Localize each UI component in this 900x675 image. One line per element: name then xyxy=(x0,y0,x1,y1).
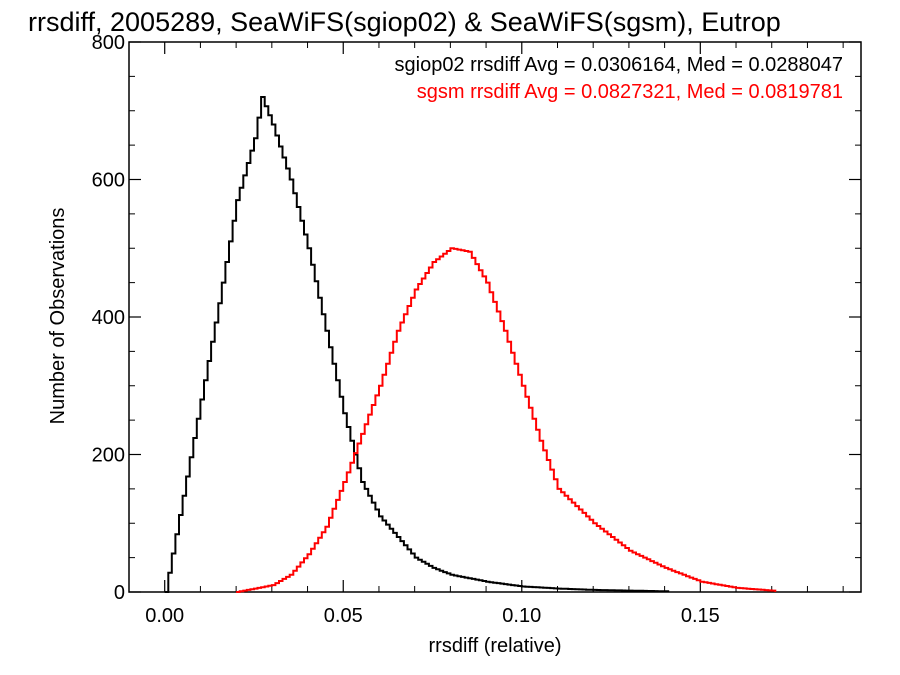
series-layer xyxy=(164,96,777,593)
chart-title: rrsdiff, 2005289, SeaWiFS(sgiop02) & Sea… xyxy=(28,7,781,37)
plot-frame xyxy=(128,41,862,593)
x-tick-label: 0.05 xyxy=(324,605,363,627)
y-tick-label: 0 xyxy=(114,582,125,604)
y-axis-label: Number of Observations xyxy=(47,208,69,425)
y-tick-label: 600 xyxy=(92,170,125,192)
x-axis-label: rrsdiff (relative) xyxy=(429,635,562,657)
x-tick-label: 0.10 xyxy=(502,605,541,627)
y-axis: 0 200 400 600 800 xyxy=(92,32,861,604)
y-tick-label: 800 xyxy=(92,32,125,54)
annotation-sgiop02-stats: sgiop02 rrsdiff Avg = 0.0306164, Med = 0… xyxy=(395,54,844,76)
x-tick-label: 0.15 xyxy=(681,605,720,627)
plot-border xyxy=(128,41,862,593)
series-sgsm xyxy=(236,247,777,593)
x-tick-label: 0.00 xyxy=(145,605,184,627)
annotation-sgsm-stats: sgsm rrsdiff Avg = 0.0827321, Med = 0.08… xyxy=(417,81,843,103)
y-tick-label: 200 xyxy=(92,445,125,467)
y-tick-label: 400 xyxy=(92,307,125,329)
series-line-sgiop02 xyxy=(164,96,670,593)
series-line-sgsm xyxy=(236,247,777,593)
series-sgiop02 xyxy=(164,96,670,593)
x-axis: 0.00 0.05 0.10 0.15 xyxy=(145,42,844,627)
